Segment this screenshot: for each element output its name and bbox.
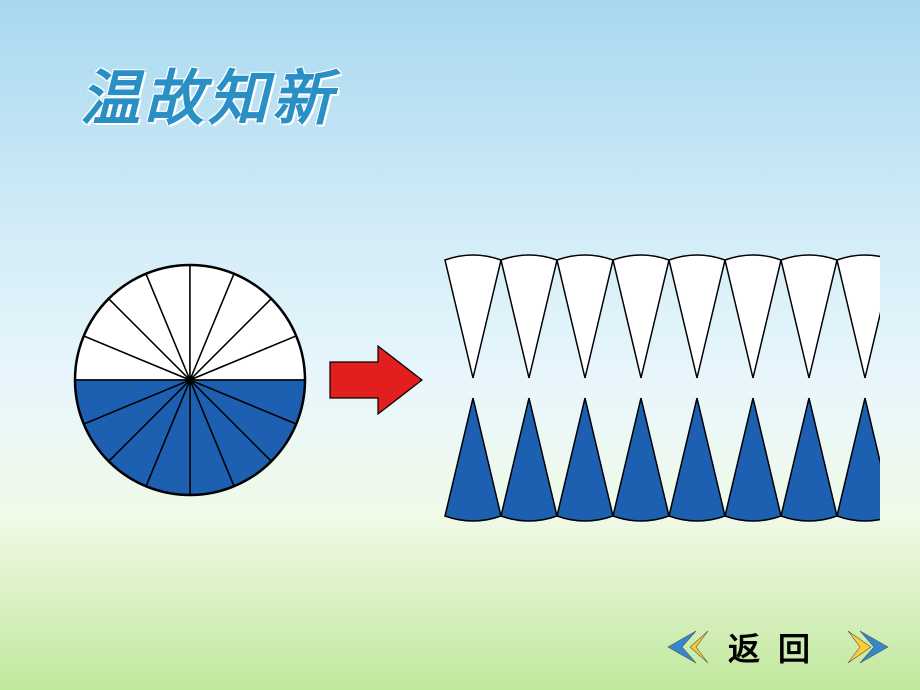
main-diagram [60,230,880,530]
prev-arrow-icon[interactable] [666,627,718,667]
back-button[interactable]: 返回 [728,624,828,670]
page-title: 温故知新 [80,50,336,137]
navigation-bar: 返回 [666,624,890,670]
next-arrow-icon[interactable] [838,627,890,667]
